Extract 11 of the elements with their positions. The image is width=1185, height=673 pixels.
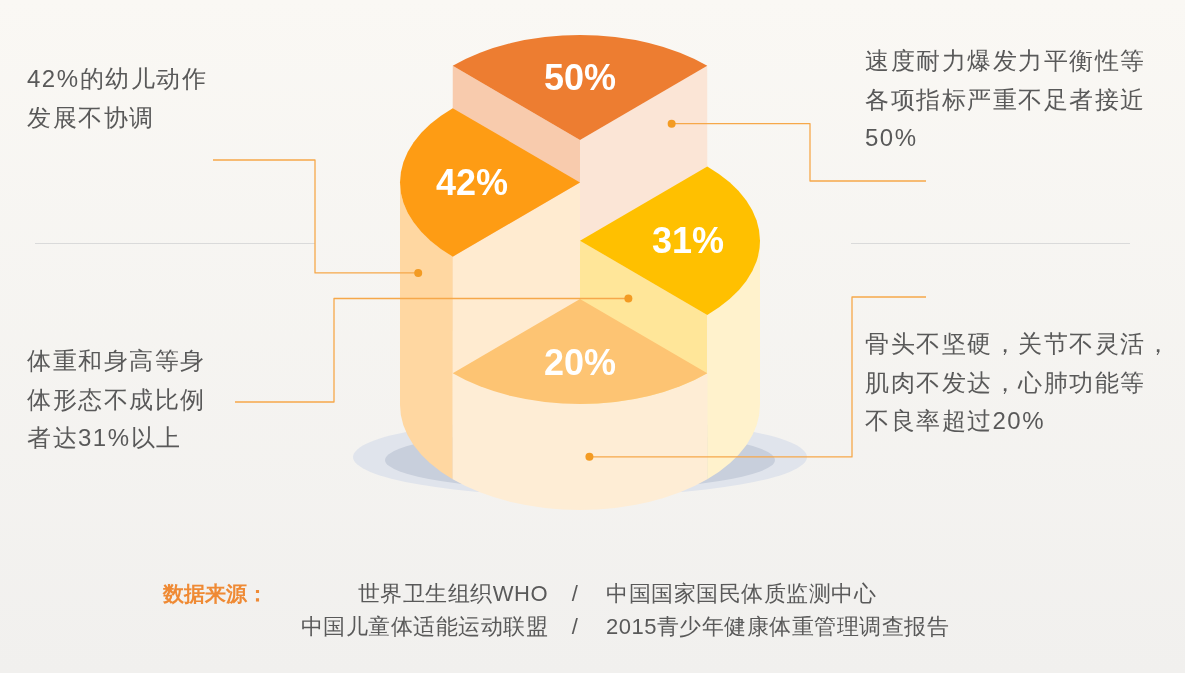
annotation: 速度耐力爆发力平衡性等各项指标严重不足者接近50% xyxy=(865,47,1146,151)
annotation: 骨头不坚硬，关节不灵活，肌肉不发达，心肺功能等不良率超过20% xyxy=(865,330,1171,434)
annotation: 中国国家国民体质监测中心 xyxy=(606,581,876,606)
annotation: 2015青少年健康体重管理调查报告 xyxy=(606,614,950,639)
annotation: 数据来源： xyxy=(163,582,268,605)
annotation: 中国儿童体适能运动联盟 xyxy=(300,614,548,639)
annotation: 42%的幼儿动作发展不协调 xyxy=(27,65,208,131)
annotation: / xyxy=(571,581,579,606)
annotation: / xyxy=(571,614,579,639)
annotation: 体重和身高等身体形态不成比例者达31%以上 xyxy=(27,347,206,451)
annotation: 世界卫生组织WHO xyxy=(357,581,548,606)
